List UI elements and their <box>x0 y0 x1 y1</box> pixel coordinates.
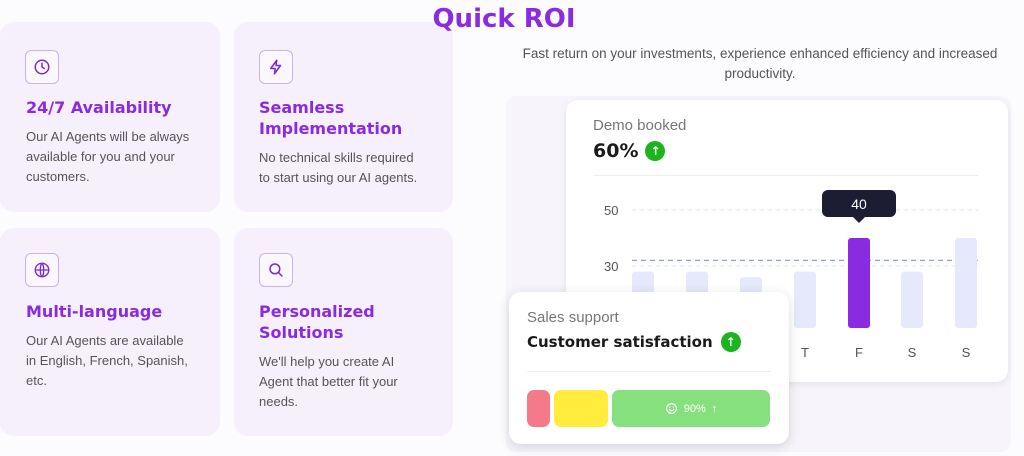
smile-icon <box>665 403 677 414</box>
lightning-icon <box>259 50 293 84</box>
arrow-up-icon: ↑ <box>720 332 741 352</box>
bar[interactable] <box>794 271 816 328</box>
section-title: Quick ROI <box>432 4 576 34</box>
demo-value-row: 60% ↑ <box>593 140 666 162</box>
feature-card-availability: 24/7 Availability Our AI Agents will be … <box>0 22 220 212</box>
x-tick-label: S <box>962 345 971 360</box>
bar-highlighted[interactable] <box>848 238 870 328</box>
x-tick-label: S <box>908 345 917 360</box>
clock-icon <box>25 50 59 84</box>
feature-title: Multi-language <box>26 302 163 321</box>
sales-title-row: Customer satisfaction ↑ <box>527 332 741 352</box>
feature-card-implementation: Seamless Implementation No technical skil… <box>234 22 453 212</box>
segment-high: 90% ↑ <box>612 390 770 427</box>
x-tick-label: T <box>801 345 809 360</box>
feature-description: Our AI Agents are available in English, F… <box>26 333 188 388</box>
sales-support-card: Sales support Customer satisfaction ↑ 90… <box>509 292 789 444</box>
section-subtitle: Fast return on your investments, experie… <box>522 46 998 81</box>
demo-label: Demo booked <box>593 117 687 134</box>
feature-card-personalized: Personalized Solutions We'll help you cre… <box>234 228 453 436</box>
satisfaction-bar: 90% ↑ <box>527 390 771 427</box>
satisfaction-value: 90% <box>683 402 706 415</box>
arrow-up-icon: ↑ <box>711 402 718 415</box>
feature-description: Our AI Agents will be always available fo… <box>26 129 190 184</box>
feature-description: We'll help you create AI Agent that bette… <box>259 354 398 409</box>
sales-title: Customer satisfaction <box>527 333 713 351</box>
search-icon <box>259 253 293 287</box>
demo-value: 60% <box>593 140 639 162</box>
feature-title: 24/7 Availability <box>26 98 172 117</box>
arrow-up-icon: ↑ <box>645 141 666 161</box>
value-tooltip: 40 <box>822 190 896 223</box>
segment-mid <box>554 390 608 427</box>
feature-card-multilanguage: Multi-language Our AI Agents are availab… <box>0 228 220 436</box>
sales-label: Sales support <box>527 309 619 326</box>
bar[interactable] <box>955 238 977 328</box>
divider <box>593 175 978 176</box>
y-tick-label: 30 <box>604 259 618 274</box>
bar[interactable] <box>901 271 923 328</box>
feature-description: No technical skills required to start usi… <box>259 150 418 185</box>
x-tick-label: F <box>855 345 863 360</box>
tooltip-value: 40 <box>851 196 867 212</box>
y-tick-label: 50 <box>604 203 618 218</box>
segment-low <box>527 390 550 427</box>
globe-icon <box>25 253 59 287</box>
feature-title: Personalized Solutions <box>259 302 375 342</box>
divider <box>527 371 771 372</box>
feature-title: Seamless Implementation <box>259 98 403 138</box>
